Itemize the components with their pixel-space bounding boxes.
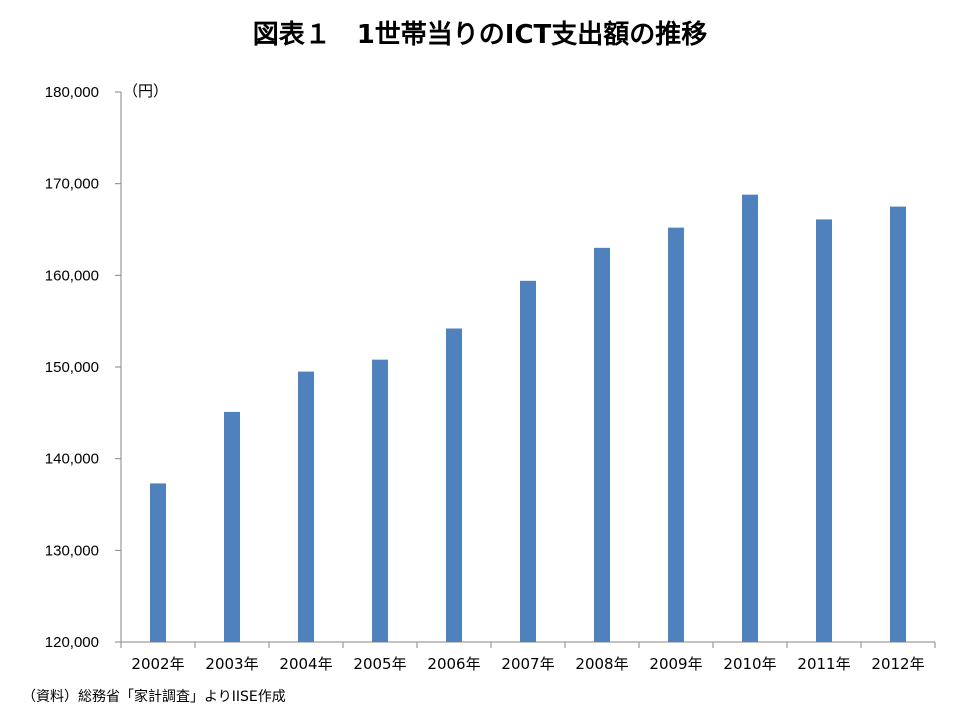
bar-2010年: [742, 194, 758, 642]
y-tick-label: 180,000: [45, 84, 99, 101]
x-tick-label: 2002年: [131, 655, 184, 673]
x-tick-label: 2003年: [205, 655, 258, 673]
y-tick-label: 130,000: [45, 542, 99, 559]
y-tick-label: 120,000: [45, 634, 99, 651]
y-unit-label: （円）: [123, 82, 169, 100]
chart-title: 図表１ 1世帯当りのICT支出額の推移: [252, 20, 708, 50]
bar-2012年: [890, 206, 906, 643]
bar-2011年: [816, 219, 832, 642]
bar-2008年: [594, 247, 610, 643]
x-tick-label: 2008年: [575, 655, 628, 673]
bar-2006年: [446, 328, 462, 642]
y-tick-label: 150,000: [45, 359, 99, 376]
bar-2009年: [668, 227, 684, 642]
x-tick-label: 2012年: [871, 655, 924, 673]
x-tick-label: 2009年: [649, 655, 702, 673]
x-tick-label: 2011年: [797, 655, 850, 673]
source-note: （資料）総務省「家計調査」よりIISE作成: [22, 689, 286, 705]
x-tick-label: 2005年: [353, 655, 406, 673]
x-tick-label: 2010年: [723, 655, 776, 673]
bar-2002年: [150, 483, 166, 642]
x-tick-label: 2007年: [501, 655, 554, 673]
y-tick-label: 160,000: [45, 267, 99, 284]
bar-2005年: [372, 359, 388, 642]
x-tick-label: 2006年: [427, 655, 480, 673]
bar-2004年: [298, 371, 314, 642]
y-tick-label: 140,000: [45, 451, 99, 468]
bar-2007年: [520, 280, 536, 642]
x-tick-label: 2004年: [279, 655, 332, 673]
y-tick-label: 170,000: [45, 176, 99, 193]
bar-2003年: [224, 411, 240, 642]
